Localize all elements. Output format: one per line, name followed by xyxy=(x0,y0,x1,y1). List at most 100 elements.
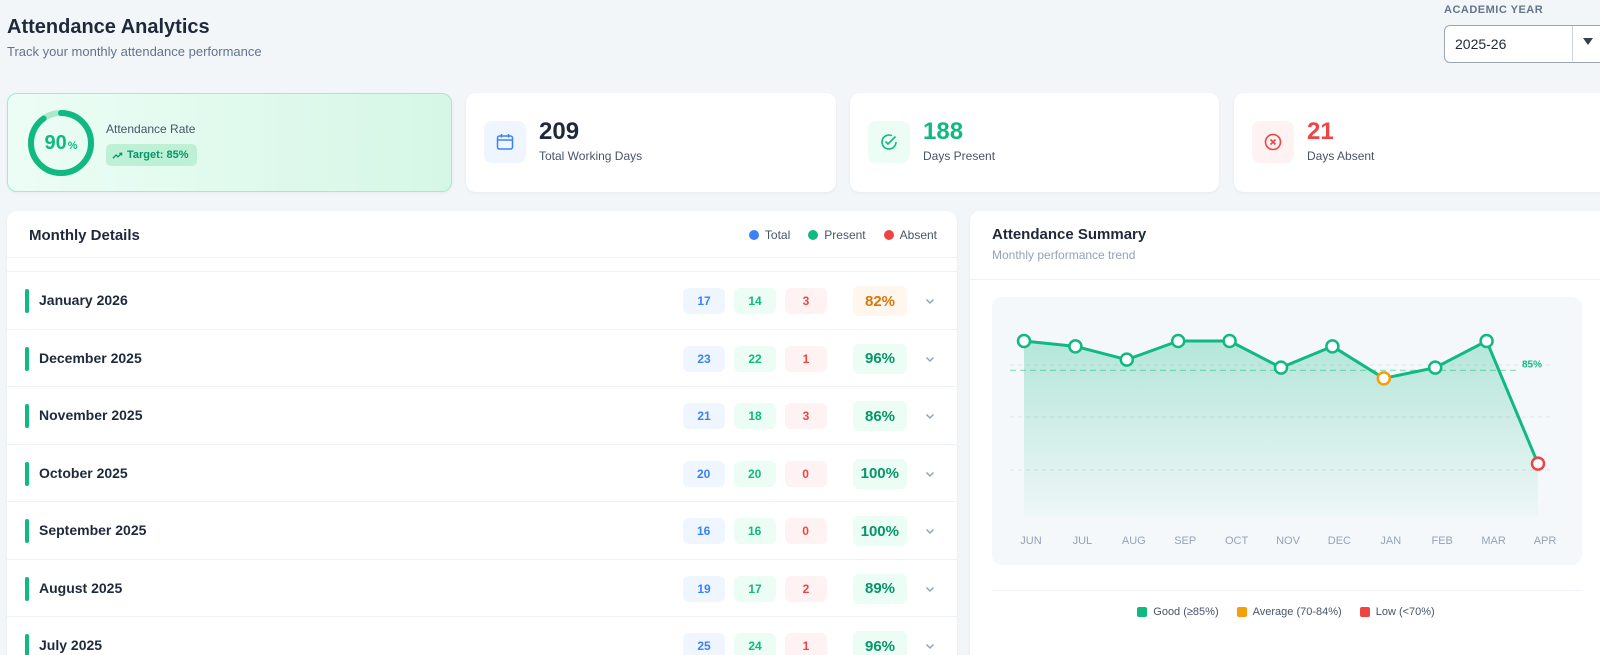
month-row[interactable]: December 2025 23 22 1 96% xyxy=(7,330,957,387)
month-name: August 2025 xyxy=(39,579,123,596)
row-accent-bar xyxy=(25,289,29,313)
total-days-chip: 20 xyxy=(682,460,725,487)
month-name: October 2025 xyxy=(39,464,128,481)
working-days-card: 209 Total Working Days xyxy=(466,93,836,192)
attendance-summary-panel: Attendance Summary Monthly performance t… xyxy=(970,211,1600,655)
legend-low: Low (<70%) xyxy=(1359,606,1435,618)
divider xyxy=(7,271,957,272)
absent-days-chip: 0 xyxy=(784,460,827,487)
days-absent-label: Days Absent xyxy=(1307,149,1375,163)
academic-year-select[interactable]: 2025-26 xyxy=(1444,25,1600,63)
absent-days-chip: 2 xyxy=(785,575,827,602)
data-point-feb[interactable] xyxy=(1427,360,1443,375)
days-present-label: Days Present xyxy=(923,149,996,163)
chevron-down-icon[interactable] xyxy=(923,409,937,423)
trending-up-icon xyxy=(112,152,123,159)
row-accent-bar xyxy=(25,461,29,486)
legend-total: Total xyxy=(748,228,790,242)
target-label: 85% xyxy=(1522,359,1542,370)
chevron-down-icon[interactable] xyxy=(923,467,937,481)
target-badge: Target: 85% xyxy=(106,144,197,166)
attendance-percent: 96% xyxy=(853,631,907,655)
legend-average: Average (70-84%) xyxy=(1236,606,1342,618)
attendance-summary-subtitle: Monthly performance trend xyxy=(992,248,1136,262)
attendance-percent: 89% xyxy=(853,573,907,604)
present-days-chip: 20 xyxy=(733,460,776,487)
caret-down-icon[interactable] xyxy=(1583,38,1593,45)
month-row[interactable]: January 2026 17 14 3 82% xyxy=(7,272,957,330)
total-days-chip: 17 xyxy=(683,288,725,314)
attendance-percent: 96% xyxy=(853,343,907,374)
absent-days-chip: 1 xyxy=(785,345,827,372)
data-point-aug[interactable] xyxy=(1119,352,1135,367)
row-accent-bar xyxy=(25,634,29,655)
present-days-chip: 22 xyxy=(734,345,776,372)
chevron-down-icon[interactable] xyxy=(923,524,937,538)
month-row[interactable]: October 2025 20 20 0 100% xyxy=(7,445,957,502)
working-days-label: Total Working Days xyxy=(539,149,643,163)
present-days-chip: 16 xyxy=(733,518,776,544)
x-tick-label: JAN xyxy=(1380,535,1401,547)
days-absent-card: 21 Days Absent xyxy=(1234,93,1600,192)
month-row[interactable]: September 2025 16 16 0 100% xyxy=(7,502,957,560)
data-point-jan[interactable] xyxy=(1376,371,1392,386)
data-point-jul[interactable] xyxy=(1068,339,1083,354)
month-row[interactable]: July 2025 25 24 1 96% xyxy=(7,617,957,655)
present-days-chip: 14 xyxy=(734,288,776,314)
attendance-percent: 100% xyxy=(852,516,907,546)
chevron-down-icon[interactable] xyxy=(923,294,937,308)
days-present-value: 188 xyxy=(923,118,964,145)
days-absent-value: 21 xyxy=(1307,118,1334,145)
row-accent-bar xyxy=(25,576,29,601)
data-point-sep[interactable] xyxy=(1170,333,1186,349)
attendance-rate-label: Attendance Rate xyxy=(106,122,196,136)
data-point-dec[interactable] xyxy=(1325,339,1340,354)
x-tick-label: NOV xyxy=(1276,535,1301,547)
attendance-rate-ring xyxy=(28,110,94,176)
absent-days-chip: 3 xyxy=(785,288,827,314)
data-point-apr[interactable] xyxy=(1530,456,1546,471)
x-tick-label: APR xyxy=(1534,535,1557,547)
monthly-details-panel: Monthly Details Total Present Absent Jan… xyxy=(7,211,957,655)
chevron-down-icon[interactable] xyxy=(923,639,937,653)
check-circle-icon xyxy=(868,121,910,163)
x-tick-label: OCT xyxy=(1225,535,1249,547)
attendance-percent: 86% xyxy=(853,401,907,431)
data-point-jun[interactable] xyxy=(1016,333,1032,349)
data-point-nov[interactable] xyxy=(1273,360,1289,375)
month-row[interactable]: November 2025 21 18 3 86% xyxy=(7,387,957,445)
total-days-chip: 25 xyxy=(683,633,725,655)
month-row[interactable]: August 2025 19 17 2 89% xyxy=(7,560,957,617)
page-subtitle: Track your monthly attendance performanc… xyxy=(7,44,262,59)
x-circle-icon xyxy=(1252,121,1294,163)
legend-present: Present xyxy=(808,228,866,242)
absent-days-chip: 0 xyxy=(784,518,827,544)
academic-year-label: ACADEMIC YEAR xyxy=(1444,4,1544,16)
x-tick-label: FEB xyxy=(1431,535,1452,547)
summary-legend: Good (≥85%) Average (70-84%) Low (<70%) xyxy=(970,606,1600,618)
month-name: January 2026 xyxy=(39,292,128,308)
chevron-down-icon[interactable] xyxy=(923,352,937,366)
divider xyxy=(7,257,957,258)
monthly-legend: Total Present Absent xyxy=(748,228,937,242)
legend-good: Good (≥85%) xyxy=(1137,606,1219,618)
trend-chart: 85% JUN JUL AUG SEP OCT NOV DEC JAN FEB MAR APR xyxy=(992,297,1582,565)
divider xyxy=(992,590,1582,591)
present-days-chip: 18 xyxy=(734,403,776,429)
row-accent-bar xyxy=(25,519,29,543)
data-point-mar[interactable] xyxy=(1479,333,1494,349)
divider xyxy=(970,279,1600,280)
data-point-oct[interactable] xyxy=(1222,333,1237,349)
calendar-icon xyxy=(484,121,526,163)
x-tick-label: DEC xyxy=(1328,535,1351,547)
month-name: September 2025 xyxy=(39,522,147,538)
attendance-percent: 100% xyxy=(852,458,907,489)
chevron-down-icon[interactable] xyxy=(923,582,937,596)
row-accent-bar xyxy=(25,346,29,371)
attendance-rate-value: 90% xyxy=(44,131,78,154)
legend-absent: Absent xyxy=(883,228,937,242)
month-name: December 2025 xyxy=(39,349,142,366)
attendance-summary-title: Attendance Summary xyxy=(992,226,1147,243)
present-days-chip: 17 xyxy=(734,575,776,602)
month-name: November 2025 xyxy=(39,407,143,423)
